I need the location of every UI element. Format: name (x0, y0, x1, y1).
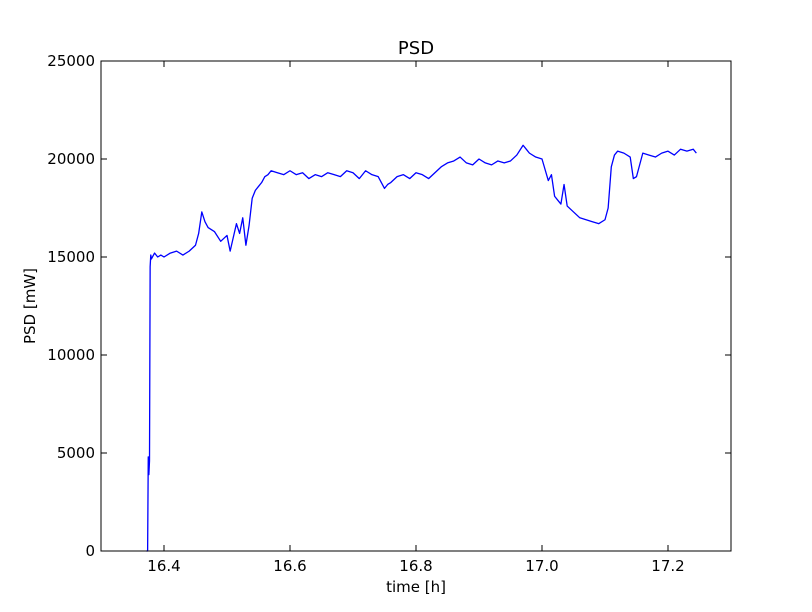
y-tick-label: 15000 (47, 248, 95, 266)
y-tick-label: 0 (85, 542, 95, 560)
x-axis-label: time [h] (386, 578, 446, 596)
x-tick-label: 16.4 (147, 557, 180, 575)
series-line-0 (146, 144, 697, 552)
x-tick-label: 16.6 (273, 557, 306, 575)
tick-layer: 16.4 16.6 16.8 17.0 17.2 0 5000 10000 15000 20000… (47, 52, 731, 575)
x-tick-label: 17.0 (525, 557, 558, 575)
y-tick-label: 10000 (47, 346, 95, 364)
y-axis-label: PSD [mW] (21, 268, 39, 344)
plot-frame (100, 60, 732, 552)
plot-area (101, 61, 731, 551)
chart-title: PSD (398, 38, 434, 59)
x-tick-label: 17.2 (651, 557, 684, 575)
y-tick-label: 5000 (57, 444, 95, 462)
data-layer (146, 144, 697, 552)
y-tick-label: 25000 (47, 52, 95, 70)
x-tick-label: 16.8 (399, 557, 432, 575)
y-tick-label: 20000 (47, 150, 95, 168)
